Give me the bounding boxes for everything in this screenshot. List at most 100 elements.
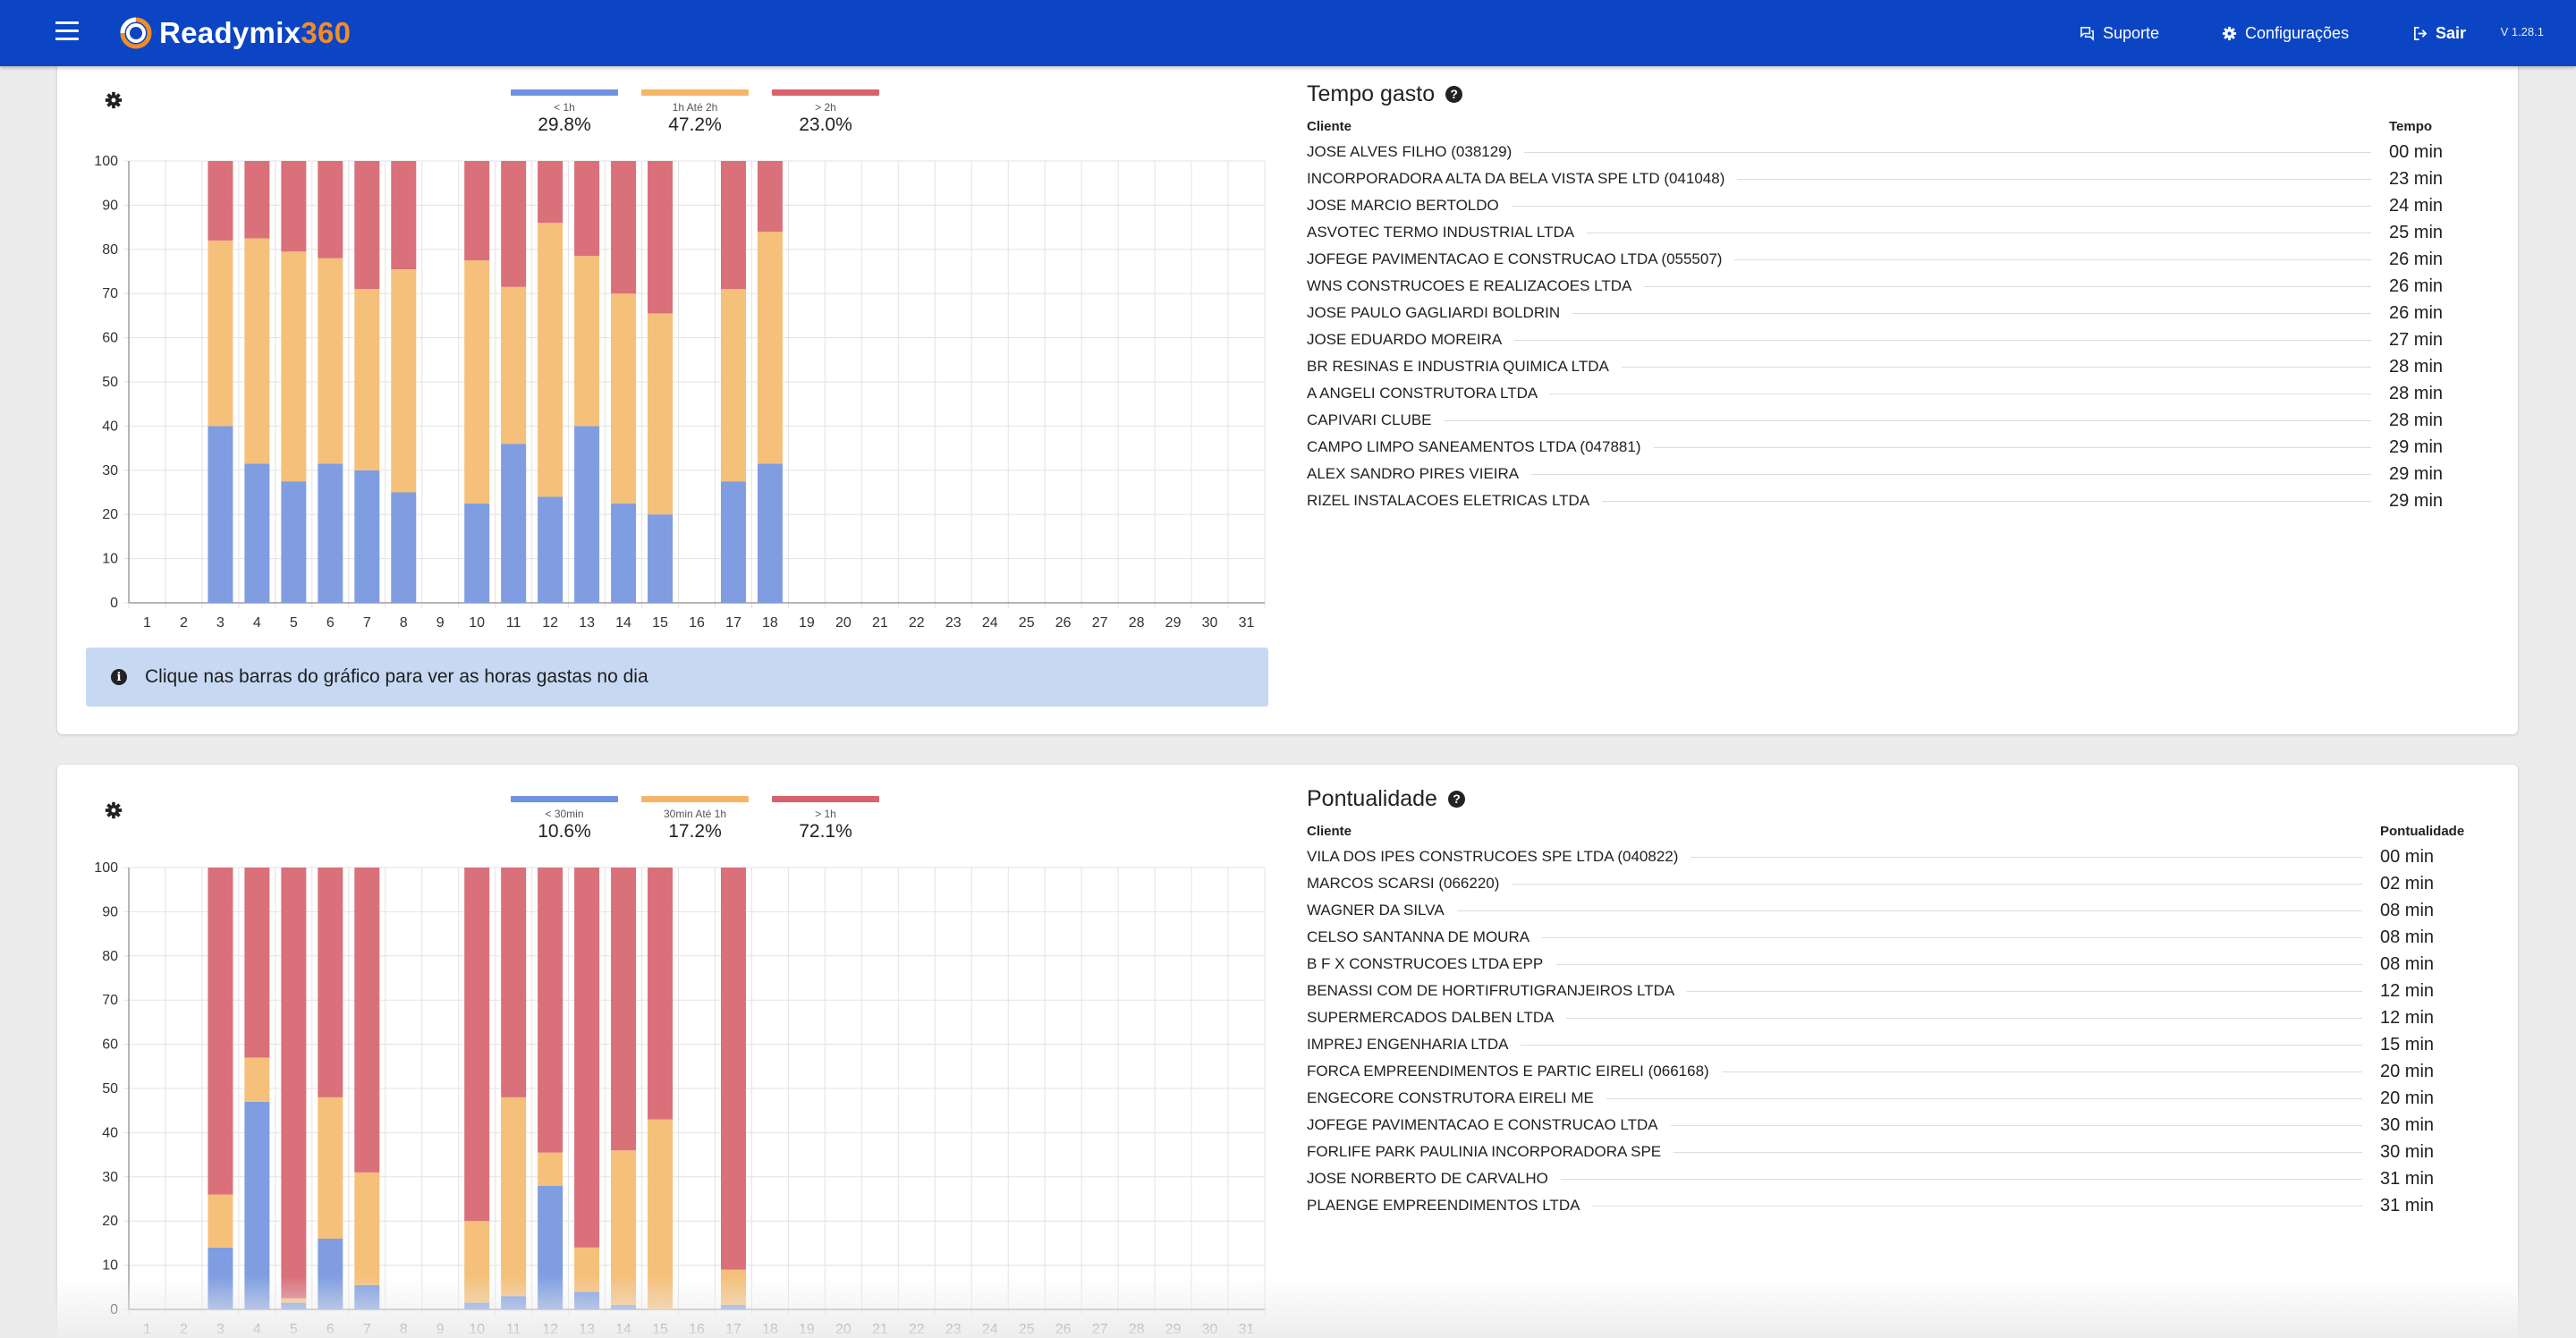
bar-segment[interactable]: [648, 313, 674, 515]
bar-segment[interactable]: [464, 868, 490, 1222]
bar-segment[interactable]: [538, 868, 564, 1153]
bar-segment[interactable]: [757, 232, 783, 464]
table-row[interactable]: JOSE NORBERTO DE CARVALHO 31 min: [1307, 1165, 2496, 1192]
table-row[interactable]: ALEX SANDRO PIRES VIEIRA 29 min: [1307, 461, 2496, 487]
table-row[interactable]: BENASSI COM DE HORTIFRUTIGRANJEIROS LTDA…: [1307, 978, 2496, 1004]
legend-item-under-1h[interactable]: < 1h 29.8%: [499, 89, 630, 137]
bar-segment[interactable]: [318, 258, 343, 464]
bar-segment[interactable]: [244, 238, 270, 464]
bar-segment[interactable]: [720, 868, 746, 1270]
table-row[interactable]: JOSE MARCIO BERTOLDO 24 min: [1307, 192, 2496, 219]
time-spent-chart[interactable]: 0 10 20 30 40 50 60 70 80 90 100 1 2 3 4 5 6 7 8 9 10 11 12 13 1…: [84, 148, 1283, 684]
table-row[interactable]: A ANGELI CONSTRUTORA LTDA 28 min: [1307, 380, 2496, 407]
table-row[interactable]: CAMPO LIMPO SANEAMENTOS LTDA (047881) 29 …: [1307, 434, 2496, 461]
settings-link[interactable]: Configurações: [2222, 0, 2349, 66]
legend-item-over-1h[interactable]: > 1h 72.1%: [760, 796, 891, 843]
bar-segment[interactable]: [501, 286, 527, 445]
bar-segment[interactable]: [574, 1247, 600, 1292]
bar-segment[interactable]: [354, 868, 380, 1173]
bar-segment[interactable]: [244, 1057, 270, 1102]
bar-segment[interactable]: [354, 289, 380, 470]
bar-segment[interactable]: [538, 496, 564, 603]
bar-segment[interactable]: [318, 868, 343, 1097]
bar-segment[interactable]: [574, 161, 600, 257]
bar-segment[interactable]: [244, 868, 270, 1058]
table-row[interactable]: RIZEL INSTALACOES ELETRICAS LTDA 29 min: [1307, 487, 2496, 514]
bar-segment[interactable]: [538, 223, 564, 497]
bar-segment[interactable]: [501, 161, 527, 287]
bar-segment[interactable]: [281, 481, 307, 603]
help-icon[interactable]: ?: [1445, 85, 1463, 103]
bar-segment[interactable]: [281, 161, 307, 252]
bar-segment[interactable]: [318, 1238, 343, 1309]
bar-segment[interactable]: [208, 161, 233, 241]
bar-segment[interactable]: [720, 289, 746, 482]
bar-segment[interactable]: [757, 463, 783, 603]
table-row[interactable]: JOSE EDUARDO MOREIRA 27 min: [1307, 326, 2496, 353]
bar-segment[interactable]: [757, 161, 783, 233]
table-row[interactable]: ASVOTEC TERMO INDUSTRIAL LTDA 25 min: [1307, 219, 2496, 246]
bar-segment[interactable]: [281, 1302, 307, 1309]
punctuality-chart[interactable]: 0 10 20 30 40 50 60 70 80 90 100 1 2 3 4 5 6 7 8 9 10 11 12 13 1…: [84, 854, 1283, 1338]
bar-segment[interactable]: [720, 161, 746, 290]
table-row[interactable]: FORLIFE PARK PAULINIA INCORPORADORA SPE 3…: [1307, 1139, 2496, 1165]
bar-segment[interactable]: [574, 256, 600, 427]
bar-segment[interactable]: [538, 161, 564, 224]
bar-segment[interactable]: [244, 161, 270, 239]
app-logo[interactable]: Readymix360: [118, 15, 351, 51]
logout-link[interactable]: Sair: [2412, 0, 2466, 66]
table-row[interactable]: WNS CONSTRUCOES E REALIZACOES LTDA 26 min: [1307, 273, 2496, 300]
bar-segment[interactable]: [574, 868, 600, 1248]
chart-settings-gear-icon[interactable]: [104, 800, 123, 820]
bar-segment[interactable]: [574, 426, 600, 603]
legend-item-under-30min[interactable]: < 30min 10.6%: [499, 796, 630, 843]
bar-segment[interactable]: [244, 1101, 270, 1309]
bar-segment[interactable]: [648, 161, 674, 314]
table-row[interactable]: PLAENGE EMPREENDIMENTOS LTDA 31 min: [1307, 1192, 2496, 1219]
legend-item-1h-to-2h[interactable]: 1h Até 2h 47.2%: [630, 89, 760, 137]
bar-segment[interactable]: [611, 868, 637, 1151]
table-row[interactable]: VILA DOS IPES CONSTRUCOES SPE LTDA (0408…: [1307, 843, 2496, 870]
legend-item-over-2h[interactable]: > 2h 23.0%: [760, 89, 891, 137]
bar-segment[interactable]: [611, 293, 637, 504]
table-row[interactable]: JOFEGE PAVIMENTACAO E CONSTRUCAO LTDA (0…: [1307, 246, 2496, 273]
bar-segment[interactable]: [281, 868, 307, 1299]
table-row[interactable]: WAGNER DA SILVA 08 min: [1307, 897, 2496, 924]
bar-segment[interactable]: [611, 1150, 637, 1306]
bar-segment[interactable]: [391, 269, 417, 493]
bar-segment[interactable]: [574, 1291, 600, 1309]
bar-segment[interactable]: [501, 444, 527, 603]
table-row[interactable]: JOSE PAULO GAGLIARDI BOLDRIN 26 min: [1307, 300, 2496, 326]
bar-segment[interactable]: [208, 240, 233, 427]
bar-segment[interactable]: [464, 1221, 490, 1303]
table-row[interactable]: FORCA EMPREENDIMENTOS E PARTIC EIRELI (0…: [1307, 1058, 2496, 1085]
bar-segment[interactable]: [208, 1194, 233, 1248]
bar-segment[interactable]: [538, 1152, 564, 1186]
bar-segment[interactable]: [354, 470, 380, 603]
bar-segment[interactable]: [318, 463, 343, 603]
bar-segment[interactable]: [464, 1302, 490, 1309]
table-row[interactable]: SUPERMERCADOS DALBEN LTDA 12 min: [1307, 1004, 2496, 1031]
bar-segment[interactable]: [464, 161, 490, 261]
bar-segment[interactable]: [208, 868, 233, 1195]
bar-segment[interactable]: [281, 1298, 307, 1303]
bar-segment[interactable]: [611, 1305, 637, 1309]
bar-segment[interactable]: [354, 1172, 380, 1285]
bar-segment[interactable]: [720, 1305, 746, 1309]
table-row[interactable]: INCORPORADORA ALTA DA BELA VISTA SPE LTD…: [1307, 165, 2496, 192]
bar-segment[interactable]: [648, 1119, 674, 1309]
bar-segment[interactable]: [281, 251, 307, 482]
support-link[interactable]: Suporte: [2080, 0, 2159, 66]
bar-segment[interactable]: [354, 1284, 380, 1309]
bar-segment[interactable]: [354, 161, 380, 290]
bar-segment[interactable]: [648, 514, 674, 603]
bar-segment[interactable]: [648, 868, 674, 1120]
bar-segment[interactable]: [611, 503, 637, 603]
table-row[interactable]: CELSO SANTANNA DE MOURA 08 min: [1307, 924, 2496, 951]
table-row[interactable]: CAPIVARI CLUBE 28 min: [1307, 407, 2496, 434]
table-row[interactable]: B F X CONSTRUCOES LTDA EPP 08 min: [1307, 951, 2496, 978]
bar-segment[interactable]: [720, 481, 746, 603]
table-row[interactable]: ENGECORE CONSTRUTORA EIRELI ME 20 min: [1307, 1085, 2496, 1112]
bar-segment[interactable]: [318, 1097, 343, 1239]
bar-segment[interactable]: [464, 503, 490, 603]
